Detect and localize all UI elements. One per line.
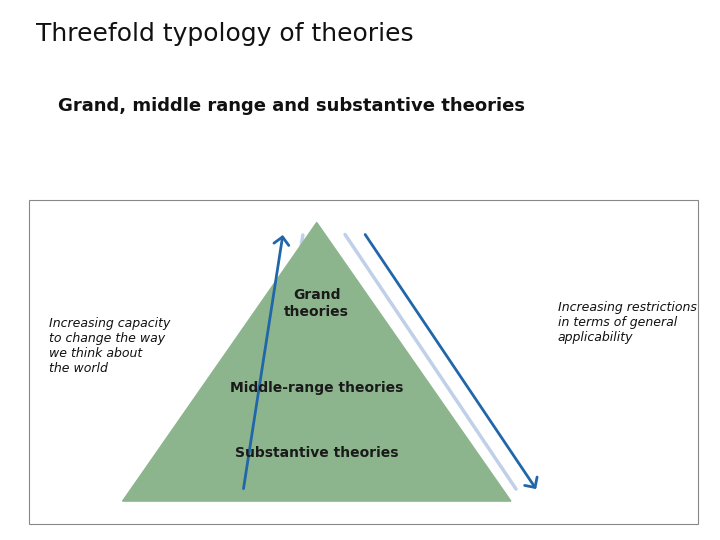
FancyArrowPatch shape bbox=[264, 235, 303, 489]
Text: Middle-range theories: Middle-range theories bbox=[230, 381, 403, 395]
FancyBboxPatch shape bbox=[29, 200, 698, 524]
FancyArrowPatch shape bbox=[243, 237, 289, 489]
Text: Substantive theories: Substantive theories bbox=[235, 446, 398, 460]
FancyArrowPatch shape bbox=[365, 234, 537, 488]
Text: Increasing restrictions
in terms of general
applicability: Increasing restrictions in terms of gene… bbox=[558, 301, 697, 345]
Text: Grand, middle range and substantive theories: Grand, middle range and substantive theo… bbox=[58, 97, 525, 115]
Polygon shape bbox=[122, 222, 511, 501]
Text: Increasing capacity
to change the way
we think about
the world: Increasing capacity to change the way we… bbox=[49, 316, 170, 375]
Text: Grand
theories: Grand theories bbox=[284, 288, 349, 319]
FancyArrowPatch shape bbox=[345, 234, 516, 489]
Text: Threefold typology of theories: Threefold typology of theories bbox=[36, 22, 413, 45]
